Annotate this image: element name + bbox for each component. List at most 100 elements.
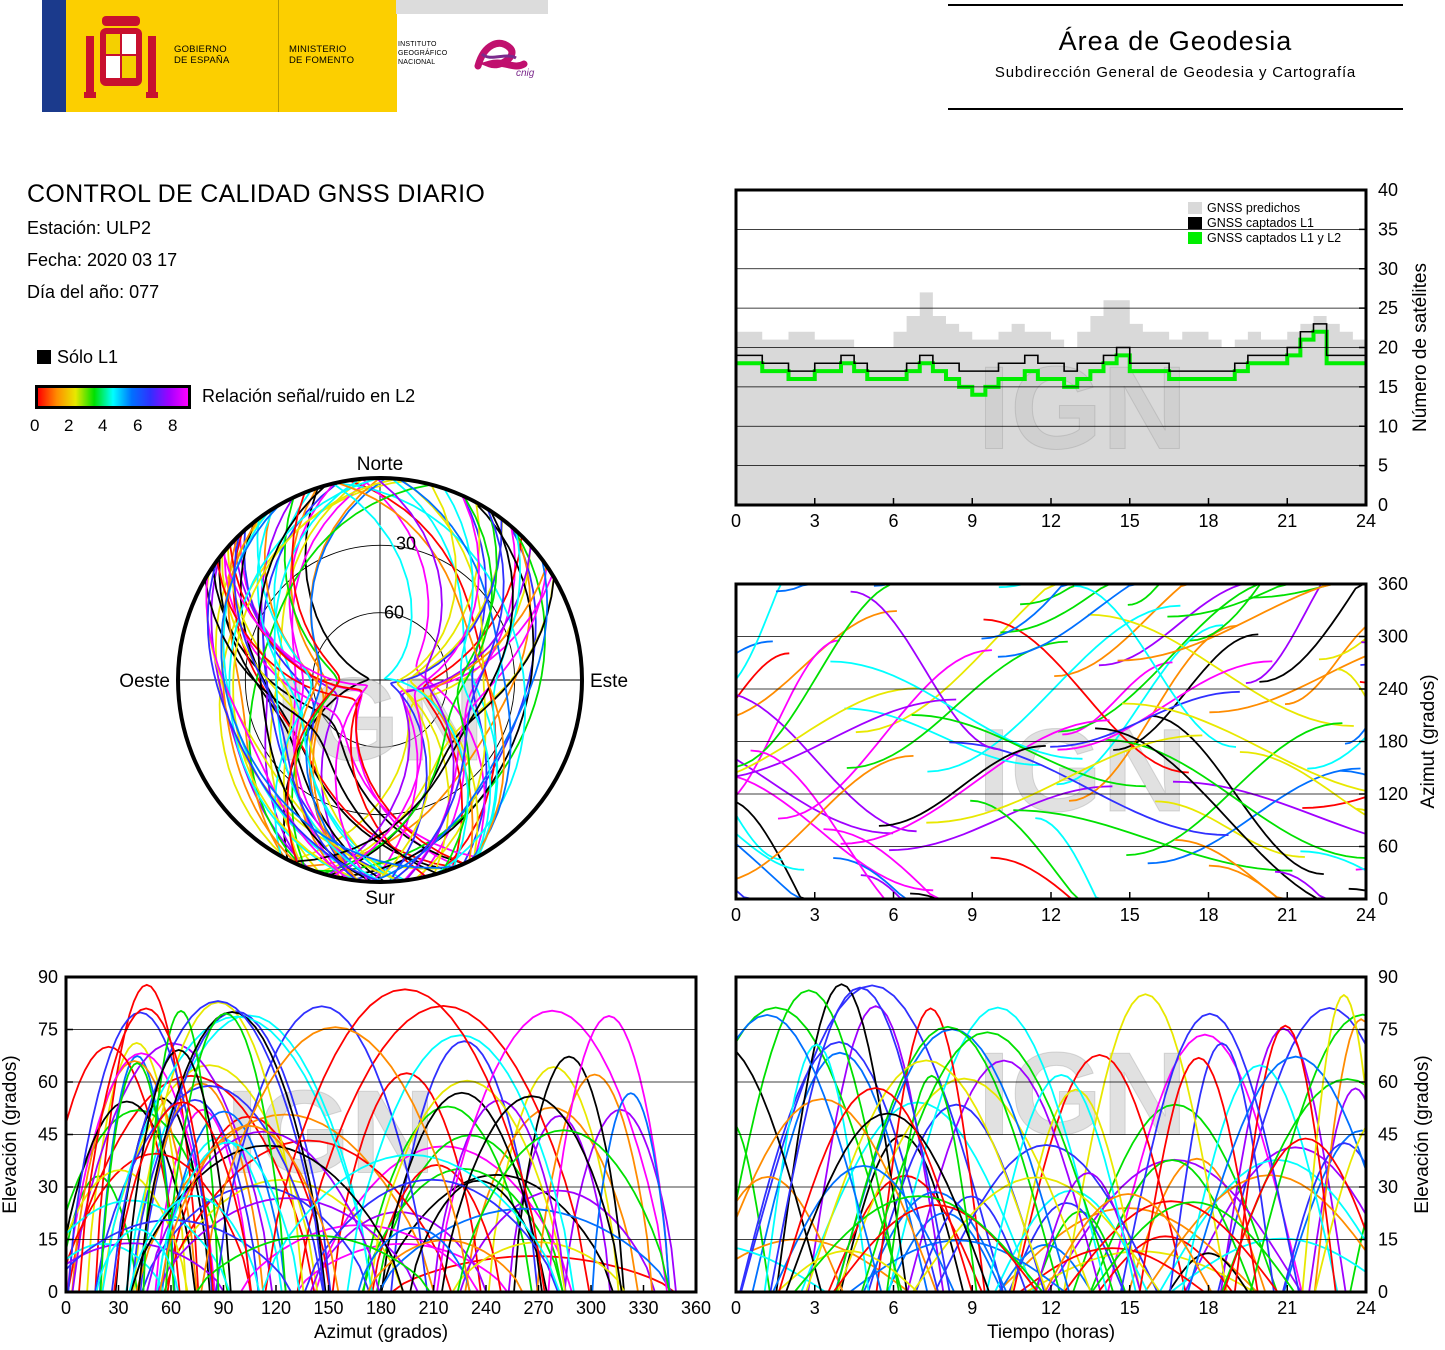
y-tick-label: 35 xyxy=(1378,219,1398,239)
x-tick-label: 180 xyxy=(366,1298,396,1318)
x-tick-label: 24 xyxy=(1356,1298,1376,1318)
elevation-time-track xyxy=(772,1164,956,1292)
elevation-azimuth-track xyxy=(303,1178,559,1292)
sky-track xyxy=(418,526,517,879)
ign-label: INSTITUTO GEOGRÁFICO NACIONAL xyxy=(398,41,448,66)
elevation-azimuth-track xyxy=(264,988,546,1292)
elevation-azimuth-track xyxy=(86,1041,188,1292)
azimuth-track xyxy=(1259,584,1366,683)
x-tick-label: 0 xyxy=(731,511,741,531)
azimuth-track xyxy=(1360,663,1366,666)
azimuth-track xyxy=(736,640,773,655)
sky-track xyxy=(409,502,481,860)
elevation-azimuth-track xyxy=(536,1073,654,1292)
logo-gray-band xyxy=(396,0,548,14)
azimuth-track xyxy=(1274,870,1366,899)
sky-track xyxy=(232,532,456,869)
legend-label: GNSS captados L1 xyxy=(1207,216,1314,230)
elevation-azimuth-track xyxy=(563,1108,677,1292)
elevation-time-track xyxy=(1012,1053,1187,1292)
station-label: Estación: ULP2 xyxy=(27,218,152,238)
legend-l1-only: Sólo L1 xyxy=(37,347,118,368)
elevation-time-track xyxy=(793,1195,1044,1292)
elevation-azimuth-track xyxy=(166,1115,331,1292)
azimuth-track xyxy=(1057,660,1273,751)
sky-track xyxy=(334,482,527,875)
sky-track xyxy=(327,545,532,876)
azimuth-track xyxy=(1302,795,1366,809)
elevation-azimuth-track xyxy=(195,1234,431,1292)
y-tick-label: 75 xyxy=(1378,1020,1398,1040)
azimuth-track xyxy=(1307,735,1366,770)
elevation-time-track xyxy=(985,1073,1137,1292)
azimuth-track xyxy=(970,799,1144,899)
eu-flag-stripe xyxy=(42,0,66,112)
y-tick-label: 90 xyxy=(38,967,58,987)
west-label: Oeste xyxy=(119,671,170,692)
elevation-azimuth-track xyxy=(164,1012,287,1292)
elevation-azimuth-track xyxy=(158,1124,340,1292)
x-tick-label: 3 xyxy=(810,905,820,925)
ign-watermark: IGN xyxy=(978,1029,1188,1161)
x-tick-label: 9 xyxy=(967,905,977,925)
azimuth-track xyxy=(1189,584,1366,642)
x-tick-label: 270 xyxy=(523,1298,553,1318)
y-tick-label: 90 xyxy=(1378,967,1398,987)
sky-track xyxy=(398,478,512,861)
x-tick-label: 0 xyxy=(731,905,741,925)
elevation-azimuth-track xyxy=(362,1105,533,1292)
x-tick-label: 90 xyxy=(213,1298,233,1318)
date-label: Fecha: 2020 03 17 xyxy=(27,250,178,270)
elevation-time-track xyxy=(1187,1055,1366,1292)
elevation-time-track xyxy=(775,983,908,1292)
sky-track xyxy=(220,503,459,869)
azimuth-track xyxy=(1300,850,1366,872)
elevation-time-track xyxy=(1044,1193,1213,1292)
y-tick-label: 15 xyxy=(1378,377,1398,397)
azimuth-track xyxy=(1208,864,1366,899)
sky-track xyxy=(205,574,351,881)
azimuth-track xyxy=(736,584,906,768)
elevation-time-track xyxy=(1222,1137,1366,1292)
plot-area: IGN xyxy=(66,983,677,1292)
legend-l1-label: Sólo L1 xyxy=(57,347,119,367)
legend-label: GNSS predichos xyxy=(1207,201,1300,215)
elevation-time-track xyxy=(1314,1124,1366,1292)
elevation-time-track xyxy=(849,1239,1066,1292)
ministerio-label: MINISTERIO DE FOMENTO xyxy=(289,44,355,66)
sky-track xyxy=(375,478,455,881)
x-tick-label: 21 xyxy=(1277,511,1297,531)
report-title: CONTROL DE CALIDAD GNSS DIARIO xyxy=(27,180,486,208)
azimuth-track xyxy=(1239,751,1366,817)
azimuth-track xyxy=(1245,584,1366,684)
x-tick-label: 15 xyxy=(1120,905,1140,925)
y-tick-label: 15 xyxy=(38,1230,58,1250)
azimuth-track xyxy=(911,714,1146,788)
x-tick-label: 120 xyxy=(261,1298,291,1318)
y-tick-label: 60 xyxy=(1378,837,1398,857)
x-tick-label: 12 xyxy=(1041,905,1061,925)
x-tick-label: 360 xyxy=(681,1298,711,1318)
elevation-time-track xyxy=(736,989,900,1292)
sky-track xyxy=(376,484,458,882)
elevation-time-track xyxy=(1097,1235,1234,1292)
sky-track xyxy=(206,560,383,882)
elevation-azimuth-track xyxy=(155,1141,301,1292)
y-tick-label: 45 xyxy=(38,1125,58,1145)
azimuth-track xyxy=(1050,690,1240,748)
sky-track xyxy=(302,529,532,868)
azimuth-track xyxy=(1356,807,1366,812)
x-tick-label: 18 xyxy=(1198,905,1218,925)
azimuth-track xyxy=(850,590,1001,751)
area-title: Área de Geodesia xyxy=(1058,26,1293,56)
x-tick-label: 24 xyxy=(1356,511,1376,531)
azimuth-track xyxy=(736,698,957,778)
elevation-azimuth-track xyxy=(261,1153,561,1292)
elevation-azimuth-track xyxy=(67,1011,213,1292)
elevation-azimuth-track xyxy=(95,1228,180,1292)
snr-colorbar xyxy=(35,385,191,409)
azimuth-track xyxy=(750,749,940,899)
sky-track xyxy=(216,560,465,865)
l1-series-line xyxy=(736,323,1366,372)
